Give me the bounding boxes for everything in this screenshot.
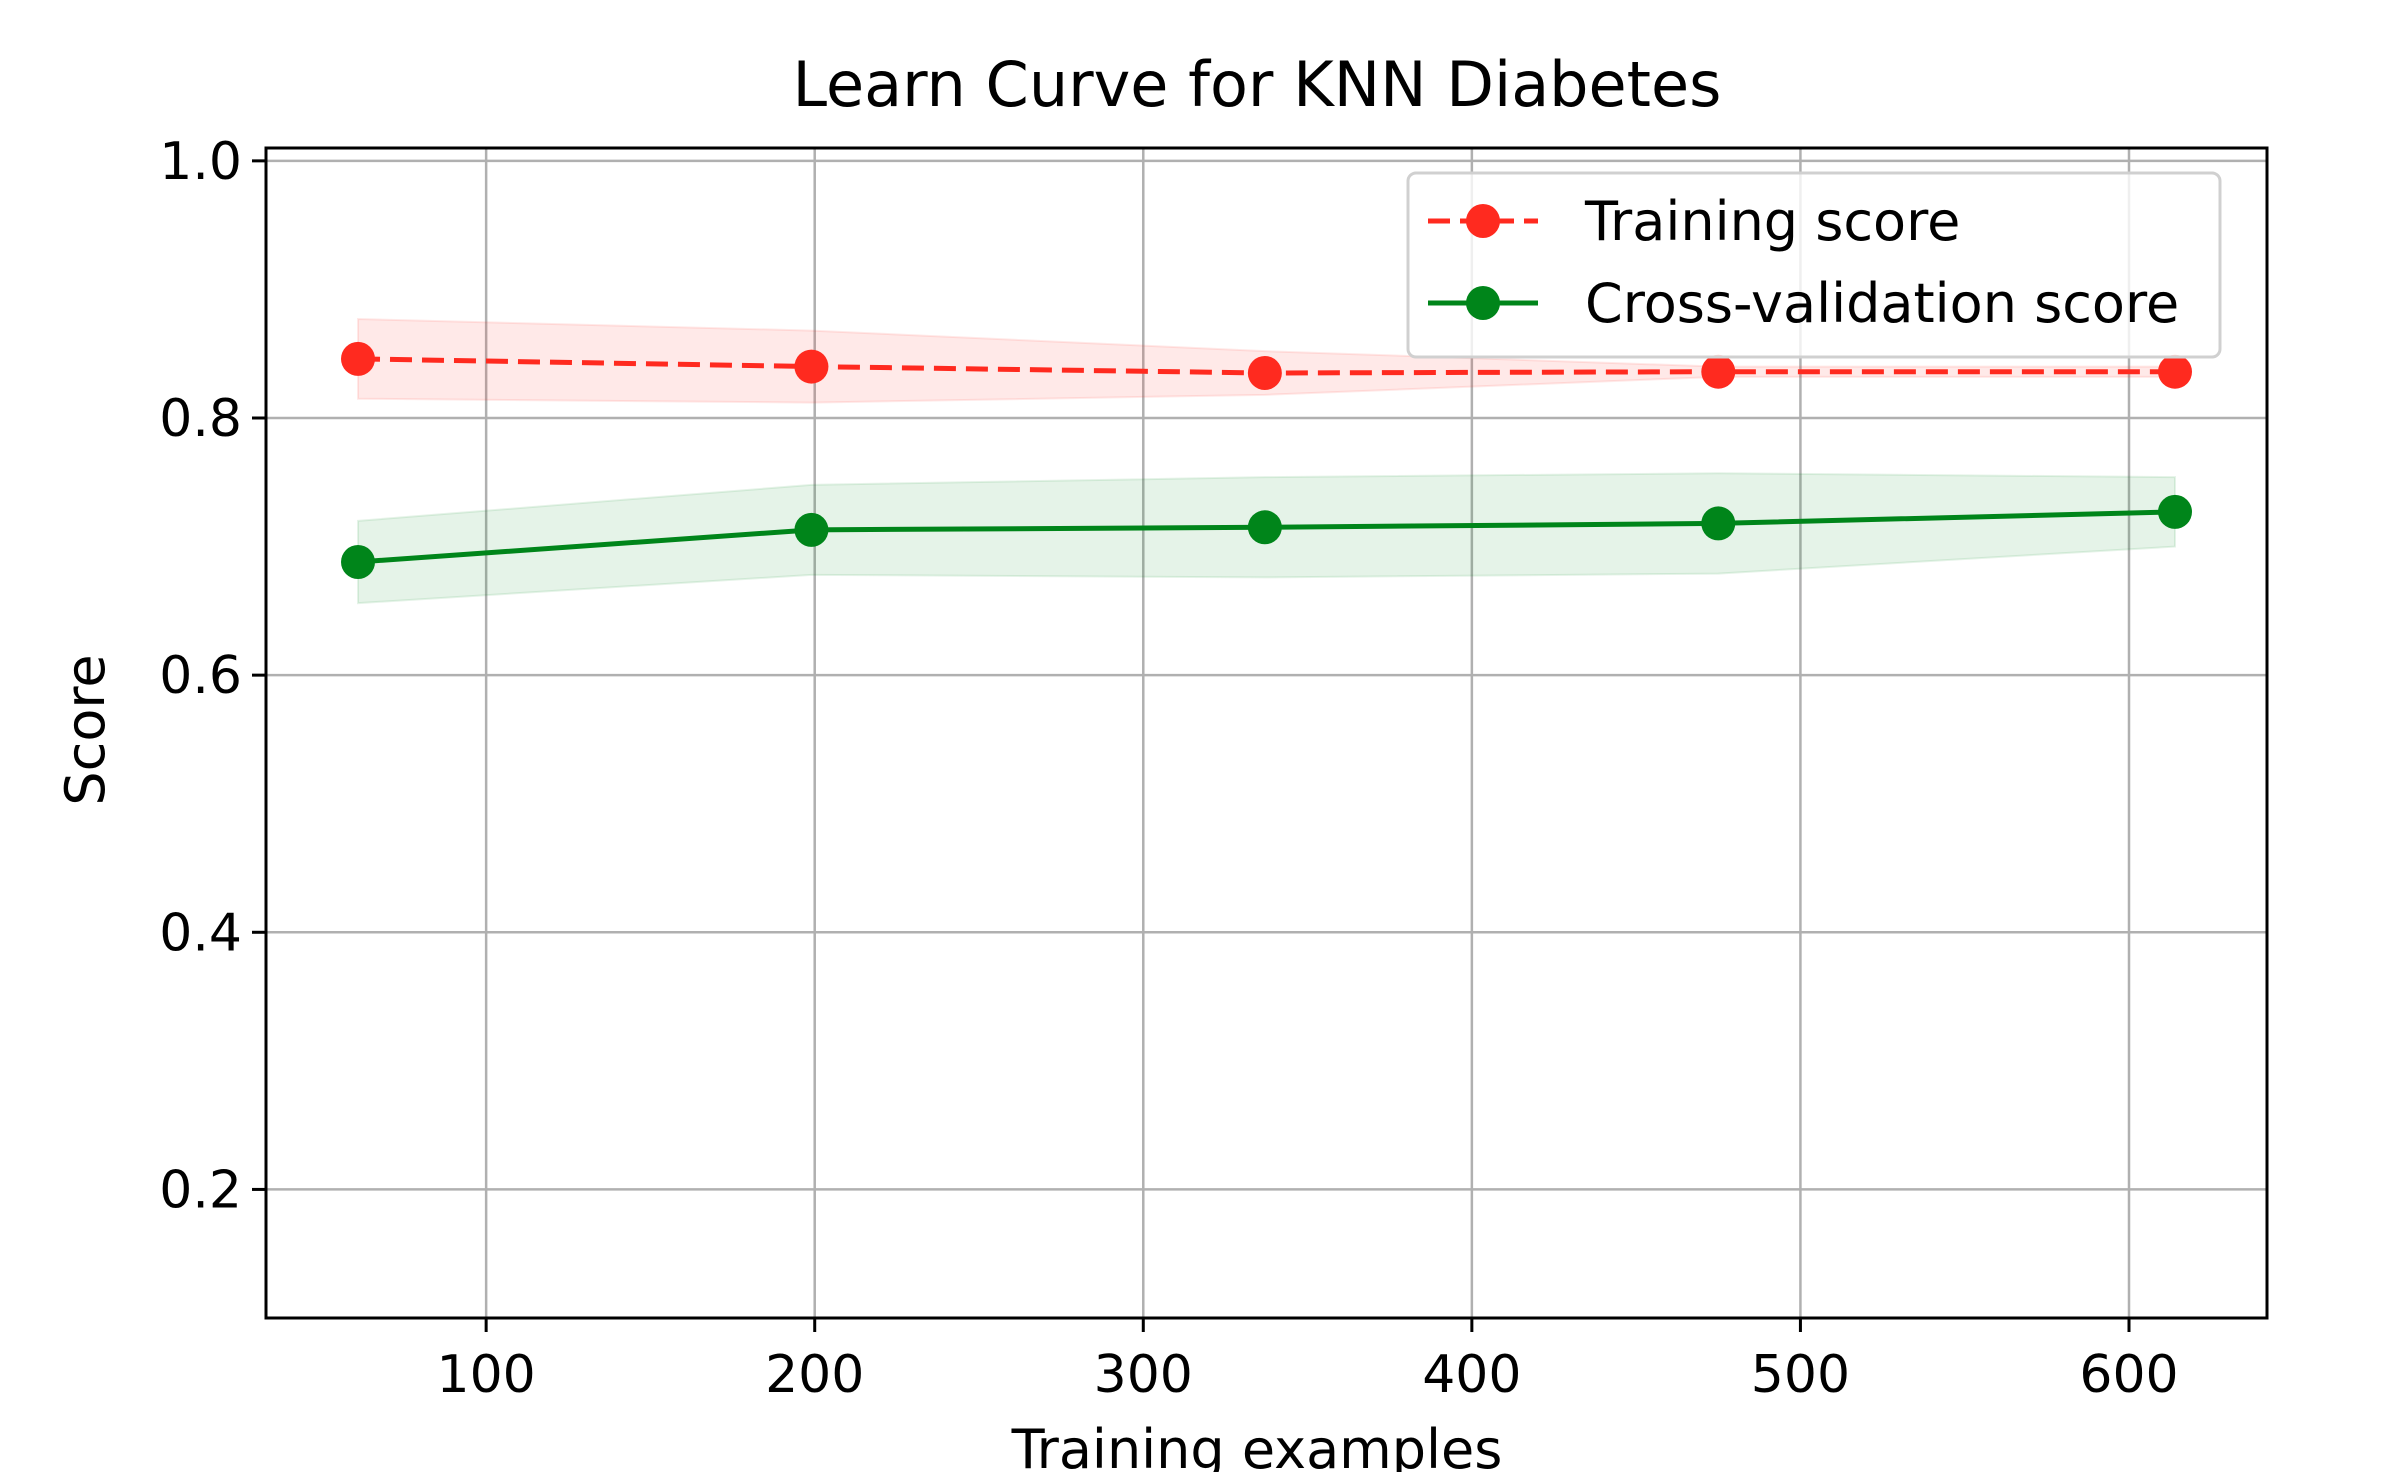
x-tick-label: 100 <box>437 1345 536 1405</box>
y-tick-label: 0.6 <box>159 646 242 706</box>
legend-training-marker <box>1466 204 1500 238</box>
y-axis-ticks: 0.2 0.4 0.6 0.8 1.0 <box>159 132 266 1220</box>
x-axis-label: Training examples <box>1011 1418 1503 1472</box>
cv-point <box>794 512 829 547</box>
x-tick-label: 400 <box>1422 1345 1521 1405</box>
training-point <box>1701 354 1736 389</box>
training-point <box>2158 354 2192 389</box>
y-tick-label: 0.4 <box>159 903 242 963</box>
training-point <box>1247 356 1282 390</box>
cv-point <box>1701 506 1736 541</box>
legend-box <box>1406 171 2222 359</box>
x-tick-label: 600 <box>2079 1345 2178 1405</box>
y-tick-label: 0.8 <box>159 389 242 449</box>
training-point <box>794 349 829 384</box>
training-point <box>341 341 375 376</box>
grid <box>266 148 2267 1318</box>
plot-frame <box>264 146 2269 1320</box>
series-markers <box>341 341 2192 579</box>
x-tick-label: 300 <box>1094 1345 1193 1405</box>
x-tick-label: 200 <box>765 1345 864 1405</box>
y-axis-label: Score <box>54 654 117 805</box>
legend-cv-marker <box>1466 286 1500 320</box>
legend-cv-label: Cross-validation score <box>1585 272 2179 335</box>
x-axis-ticks: 100 200 300 400 500 600 <box>437 1318 2179 1405</box>
cv-point <box>341 545 375 579</box>
x-tick-label: 500 <box>1751 1345 1850 1405</box>
chart-title: Learn Curve for KNN Diabetes <box>793 48 1722 121</box>
cv-point <box>1247 510 1282 545</box>
legend: Training score Cross-validation score <box>1406 171 2222 359</box>
y-tick-label: 0.2 <box>159 1160 242 1220</box>
y-tick-label: 1.0 <box>159 132 242 192</box>
legend-training-label: Training score <box>1584 190 1960 253</box>
cv-point <box>2158 494 2192 529</box>
